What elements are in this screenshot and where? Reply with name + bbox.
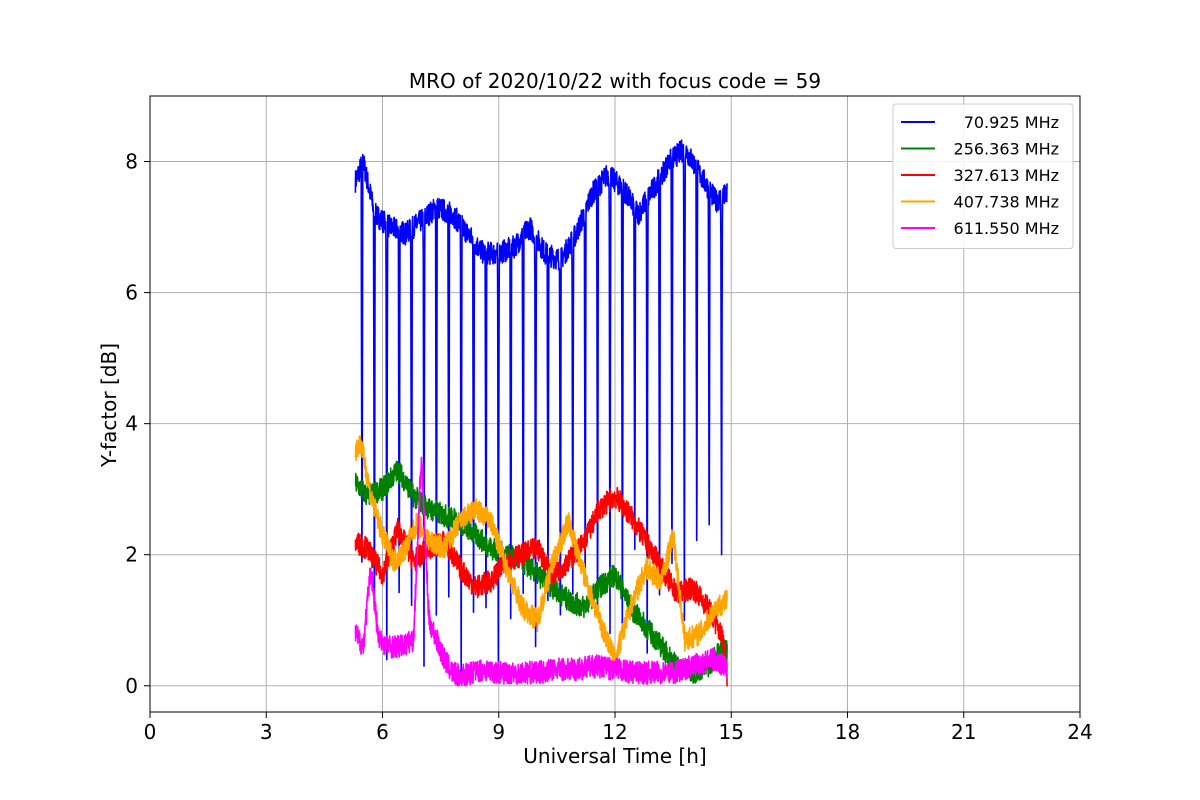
x-tick-label: 18 [835, 720, 860, 744]
x-tick-label: 6 [376, 720, 389, 744]
legend-label: 70.925 MHz [964, 113, 1059, 132]
x-tick-label: 0 [144, 720, 157, 744]
y-axis: 0 2 4 6 8 [125, 150, 150, 698]
x-tick-label: 12 [602, 720, 627, 744]
y-tick-label: 4 [125, 412, 138, 436]
legend-label: 256.363 MHz [954, 140, 1059, 159]
legend-label: 327.613 MHz [954, 166, 1059, 185]
y-axis-label: Y-factor [dB] [97, 343, 121, 468]
series-line-1 [354, 460, 728, 684]
legend: 70.925 MHz 256.363 MHz 327.613 MHz 407.738 … [892, 103, 1074, 249]
x-tick-label: 9 [492, 720, 505, 744]
x-axis: 0 3 6 9 12 15 18 21 24 [144, 712, 1093, 744]
legend-label: 407.738 MHz [954, 193, 1059, 212]
chart-title: MRO of 2020/10/22 with focus code = 59 [409, 69, 821, 93]
x-tick-label: 21 [951, 720, 976, 744]
x-tick-label: 24 [1067, 720, 1092, 744]
legend-label: 611.550 MHz [954, 219, 1059, 238]
series-layer [354, 139, 728, 687]
series-line-4 [354, 456, 728, 687]
x-axis-label: Universal Time [h] [523, 744, 706, 768]
y-tick-label: 2 [125, 543, 138, 567]
x-tick-label: 15 [719, 720, 744, 744]
x-tick-label: 3 [260, 720, 273, 744]
y-tick-label: 0 [125, 674, 138, 698]
y-tick-label: 8 [125, 150, 138, 174]
y-tick-label: 6 [125, 281, 138, 305]
legend-box [892, 103, 1074, 249]
series-line-0 [354, 139, 728, 681]
